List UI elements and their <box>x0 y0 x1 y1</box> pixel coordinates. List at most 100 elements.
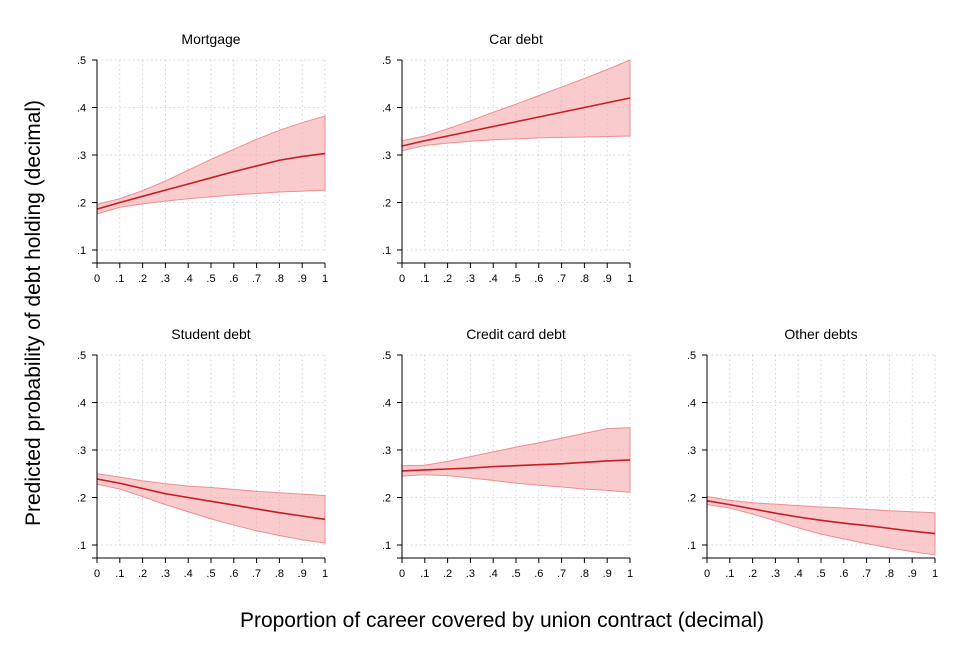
x-tick-label: .8 <box>885 568 894 580</box>
x-tick-label: .6 <box>534 273 543 285</box>
x-tick-label: .3 <box>466 273 475 285</box>
confidence-band <box>96 115 326 215</box>
x-tick-label: .8 <box>580 273 589 285</box>
y-tick-label: .3 <box>382 445 391 457</box>
x-tick-label: 0 <box>399 273 405 285</box>
x-tick-label: .1 <box>420 568 429 580</box>
panels: .1.2.3.4.50.1.2.3.4.5.6.7.8.9 1Mortgage.1… <box>77 31 938 580</box>
panel-mortgage: .1 .2 .3 .4 .5 0 .1 .2 .3 .4 .5 .6 .7 .8 .9 1 Mortgage <box>77 31 328 285</box>
estimate-line <box>401 97 631 147</box>
estimate-line <box>96 478 326 521</box>
x-tick-label: 1 <box>627 568 633 580</box>
confidence-band <box>96 473 326 544</box>
estimate-line <box>96 152 326 210</box>
y-tick-label: .1 <box>77 245 86 257</box>
y-tick-label: .3 <box>77 445 86 457</box>
x-tick-label: 0 <box>704 568 710 580</box>
y-tick-label: .3 <box>77 150 86 162</box>
x-tick-label: .2 <box>443 273 452 285</box>
y-tick-label: .1 <box>77 540 86 552</box>
x-tick-label: .4 <box>489 273 498 285</box>
x-tick-label: .5 <box>511 273 520 285</box>
x-tick-label: .3 <box>161 273 170 285</box>
y-tick-label: .1 <box>382 540 391 552</box>
y-tick-label: .2 <box>382 198 391 210</box>
y-tick-label: .3 <box>382 150 391 162</box>
panel-other-debts: .1 .2 .3 .4 .5 0 .1 .2 .3 .4 .5 .6 .7 .8 .9 1 Other debt… <box>687 326 938 580</box>
confidence-band <box>706 495 936 556</box>
x-tick-label: .3 <box>466 568 475 580</box>
y-tick-label: .4 <box>687 398 696 410</box>
y-axis-title: Predicted probability of debt holding (d… <box>22 100 45 526</box>
x-tick-label: 0 <box>399 568 405 580</box>
panel-title: Car debt <box>489 31 543 47</box>
x-tick-label: .7 <box>862 568 871 580</box>
x-tick-label: .4 <box>489 568 498 580</box>
y-tick-label: .5 <box>77 350 86 362</box>
x-tick-label: .8 <box>580 568 589 580</box>
x-tick-label: .4 <box>184 568 193 580</box>
x-tick-label: .5 <box>206 568 215 580</box>
panel-title: Mortgage <box>181 31 240 47</box>
y-tick-label: .2 <box>382 493 391 505</box>
panel-student-debt: .1 .2 .3 .4 .5 0 .1 .2 .3 .4 .5 .6 .7 .8 .9 1 Student de… <box>77 326 328 580</box>
y-tick-label: .5 <box>382 350 391 362</box>
estimate-line <box>706 500 936 535</box>
panel-title: Student debt <box>171 326 251 342</box>
x-tick-label: .6 <box>229 273 238 285</box>
x-tick-label: 0 <box>94 273 100 285</box>
x-tick-label: .7 <box>252 568 261 580</box>
x-tick-label: .1 <box>115 273 124 285</box>
x-tick-label: .3 <box>771 568 780 580</box>
x-tick-label: .9 <box>603 568 612 580</box>
x-tick-label: .4 <box>794 568 803 580</box>
y-tick-label: .4 <box>382 103 391 115</box>
y-tick-label: .1 <box>687 540 696 552</box>
x-tick-label: .6 <box>534 568 543 580</box>
x-tick-label: 1 <box>627 273 633 285</box>
panel-car-debt: .1 .2 .3 .4 .5 0 .1 .2 .3 .4 .5 .6 .7 .8 .9 1 Car debt <box>382 31 633 285</box>
x-tick-label: .1 <box>420 273 429 285</box>
x-tick-label: .1 <box>725 568 734 580</box>
y-tick-label: .3 <box>687 445 696 457</box>
confidence-band <box>401 59 631 152</box>
x-tick-label: .7 <box>252 273 261 285</box>
x-tick-label: .2 <box>748 568 757 580</box>
y-tick-label: .1 <box>382 245 391 257</box>
x-tick-label: .7 <box>557 568 566 580</box>
x-tick-label: 0 <box>94 568 100 580</box>
confidence-band <box>401 427 631 493</box>
x-tick-label: .6 <box>839 568 848 580</box>
x-tick-label: .7 <box>557 273 566 285</box>
x-tick-label: .5 <box>511 568 520 580</box>
panel-title: Credit card debt <box>466 326 566 342</box>
x-tick-label: .3 <box>161 568 170 580</box>
panel-credit-card-debt: .1 .2 .3 .4 .5 0 .1 .2 .3 .4 .5 .6 .7 .8 .9 1 Credit car… <box>382 326 633 580</box>
y-tick-label: .2 <box>77 198 86 210</box>
x-tick-label: .2 <box>443 568 452 580</box>
x-tick-label: .4 <box>184 273 193 285</box>
panel-title: Other debts <box>784 326 857 342</box>
x-tick-label: 1 <box>932 568 938 580</box>
x-tick-label: .2 <box>138 273 147 285</box>
y-tick-label: .5 <box>77 55 86 67</box>
estimate-line <box>401 459 631 472</box>
x-tick-label: .5 <box>816 568 825 580</box>
y-tick-label: .4 <box>77 398 86 410</box>
x-tick-label: .9 <box>603 273 612 285</box>
y-tick-label: .2 <box>77 493 86 505</box>
x-tick-label: .1 <box>115 568 124 580</box>
y-tick-label: .2 <box>687 493 696 505</box>
y-tick-label: .4 <box>382 398 391 410</box>
y-tick-label: .5 <box>382 55 391 67</box>
x-tick-label: .9 <box>908 568 917 580</box>
x-tick-label: .8 <box>275 568 284 580</box>
x-tick-label: .5 <box>206 273 215 285</box>
x-tick-label: .9 <box>298 273 307 285</box>
x-tick-label: .8 <box>275 273 284 285</box>
y-tick-label: .4 <box>77 103 86 115</box>
x-tick-label: .6 <box>229 568 238 580</box>
x-tick-label: .9 <box>298 568 307 580</box>
x-tick-label: 1 <box>322 273 328 285</box>
